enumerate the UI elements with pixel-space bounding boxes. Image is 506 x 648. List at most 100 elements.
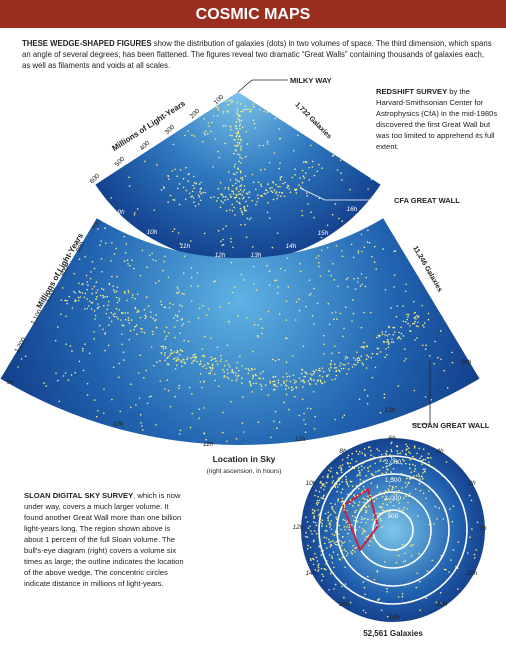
- galaxy-dot: [66, 299, 68, 302]
- galaxy-dot: [357, 494, 359, 497]
- galaxy-dot: [234, 372, 237, 375]
- galaxy-dot: [276, 292, 279, 295]
- galaxy-dot: [273, 279, 276, 282]
- galaxy-dot: [60, 313, 62, 316]
- galaxy-dot: [252, 382, 255, 385]
- galaxy-dot: [90, 271, 92, 273]
- galaxy-dot: [309, 377, 312, 380]
- galaxy-dot: [176, 350, 179, 352]
- galaxy-dot: [324, 529, 327, 532]
- galaxy-dot: [427, 453, 430, 455]
- galaxy-dot: [116, 301, 119, 304]
- sloan-note: SLOAN DIGITAL SKY SURVEY, which is now u…: [24, 490, 189, 589]
- galaxy-dot: [353, 502, 356, 505]
- distance-ring: [372, 509, 414, 551]
- galaxy-dot: [357, 277, 359, 279]
- galaxy-dot: [137, 309, 139, 312]
- galaxy-dot: [311, 166, 314, 168]
- galaxy-dot: [208, 372, 210, 375]
- galaxy-dot: [232, 193, 235, 195]
- galaxy-dot: [95, 291, 97, 294]
- galaxy-dot: [340, 172, 342, 174]
- galaxy-dot: [322, 575, 325, 578]
- galaxy-dot: [369, 497, 372, 500]
- galaxy-dot: [268, 270, 271, 273]
- galaxy-dot: [385, 348, 387, 350]
- galaxy-dot: [187, 173, 190, 176]
- galaxy-dot: [341, 255, 344, 258]
- galaxy-dot: [335, 541, 338, 543]
- galaxy-dot: [422, 477, 424, 480]
- galaxy-dot: [236, 186, 238, 189]
- galaxy-dot: [306, 548, 309, 550]
- galaxy-dot: [364, 285, 367, 288]
- galaxy-dot: [181, 325, 183, 327]
- galaxy-dot: [328, 469, 330, 472]
- galaxy-dot: [245, 236, 248, 238]
- hour-label: 16h: [339, 601, 350, 608]
- galaxy-dot: [280, 191, 283, 194]
- galaxy-dot: [167, 389, 170, 392]
- galaxy-dot: [129, 329, 132, 332]
- galaxy-dot: [319, 369, 321, 372]
- ring-label: 1,000: [385, 495, 402, 502]
- galaxy-dot: [78, 360, 81, 363]
- galaxy-dot: [298, 377, 301, 379]
- galaxy-dot: [329, 363, 332, 366]
- hour-label: 10h: [113, 421, 124, 428]
- galaxy-dot: [379, 512, 381, 515]
- galaxy-dot: [240, 145, 242, 147]
- galaxy-dot: [386, 468, 389, 471]
- galaxy-dot: [283, 380, 285, 383]
- galaxy-dot: [376, 336, 378, 339]
- galaxy-dot: [307, 527, 310, 529]
- galaxy-dot: [202, 191, 204, 194]
- galaxy-dot: [385, 490, 388, 493]
- galaxy-dot: [404, 552, 406, 555]
- galaxy-dot: [278, 191, 281, 194]
- galaxy-dot: [262, 377, 265, 380]
- galaxy-dot: [278, 128, 281, 130]
- galaxy-dot: [335, 532, 338, 535]
- galaxy-dot: [357, 359, 359, 362]
- galaxy-dot: [303, 412, 305, 415]
- galaxy-dot: [241, 126, 244, 128]
- galaxy-dot: [399, 452, 402, 455]
- galaxy-dot: [211, 367, 214, 370]
- galaxy-dot: [283, 382, 286, 384]
- galaxy-dot: [379, 411, 382, 414]
- galaxy-dot: [160, 189, 163, 191]
- galaxy-dot: [190, 357, 192, 359]
- galaxy-dot: [264, 168, 266, 171]
- galaxy-dot: [236, 134, 238, 137]
- galaxy-dot: [393, 326, 396, 329]
- galaxy-dot: [131, 294, 134, 296]
- galaxy-dot: [203, 432, 205, 434]
- galaxy-dot: [135, 404, 137, 406]
- galaxy-dot: [330, 528, 333, 531]
- galaxy-dot: [357, 252, 360, 254]
- galaxy-dot: [266, 211, 269, 214]
- galaxy-dot: [93, 399, 96, 401]
- galaxy-dot: [292, 388, 295, 390]
- galaxy-dot: [320, 567, 323, 570]
- galaxy-dot: [425, 463, 428, 466]
- galaxy-dot: [367, 229, 369, 232]
- galaxy-dot: [236, 112, 238, 115]
- hour-label: 13h: [251, 252, 262, 259]
- galaxy-dot: [77, 296, 80, 299]
- galaxy-dot: [418, 447, 421, 450]
- galaxy-dot: [451, 361, 454, 364]
- galaxy-dot: [234, 149, 237, 151]
- galaxy-dot: [65, 343, 67, 345]
- galaxy-dot: [239, 355, 241, 358]
- galaxy-dot: [328, 541, 331, 544]
- galaxy-dot: [352, 544, 355, 547]
- galaxy-dot: [251, 369, 254, 371]
- galaxy-dot: [355, 484, 358, 487]
- galaxy-dot: [66, 302, 68, 305]
- galaxy-dot: [318, 367, 321, 370]
- galaxy-dot: [346, 526, 348, 528]
- galaxy-dot: [202, 304, 204, 307]
- galaxy-dot: [102, 328, 104, 331]
